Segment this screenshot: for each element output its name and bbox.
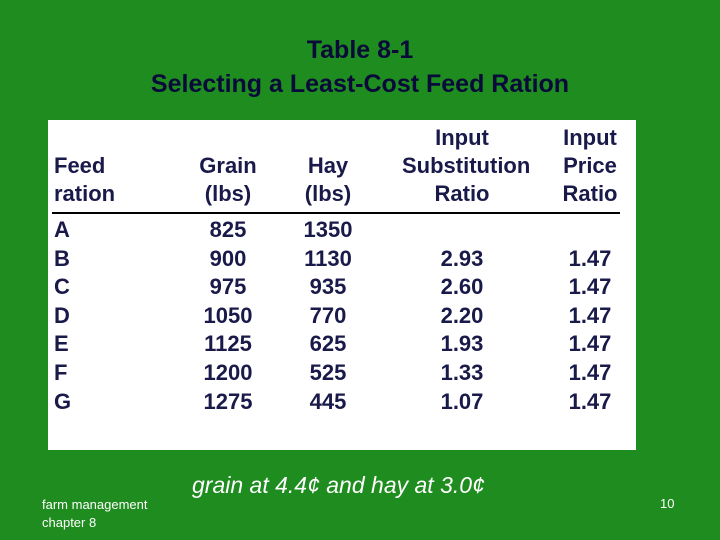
header-cell: ration	[54, 181, 116, 206]
row-label: E	[54, 331, 69, 357]
header-cell: Input	[435, 125, 489, 150]
row-label: F	[54, 360, 68, 385]
header-cell: Feed	[54, 153, 106, 178]
table-cell: 1.47	[568, 331, 612, 357]
table-cell: 525	[309, 360, 347, 385]
header-cell: Grain	[199, 153, 257, 178]
table-cell: 770	[309, 302, 347, 328]
table-cell: 1.07	[440, 388, 484, 414]
table-cell: 1130	[304, 245, 352, 271]
course-line: farm management	[42, 497, 148, 512]
header-cell: Ratio	[434, 181, 490, 206]
table-cell: 625	[309, 331, 347, 357]
table-cell: 975	[209, 274, 247, 300]
table-cell: 1200	[203, 360, 253, 385]
table-cell: 1.47	[568, 274, 612, 300]
table-cell: 1050	[203, 302, 253, 328]
title-line: Table 8-1	[306, 36, 414, 64]
course-line: chapter 8	[42, 515, 97, 530]
header-cell: Input	[563, 125, 617, 150]
table-cell: 1.47	[568, 360, 612, 385]
page-number: 10	[660, 496, 675, 511]
table-cell: 1125	[204, 331, 252, 357]
row-label: G	[54, 388, 72, 414]
header-cell: Ratio	[562, 181, 618, 206]
table-cell: 1275	[203, 388, 253, 414]
table-cell: 825	[209, 217, 247, 242]
title-line: Selecting a Least-Cost Feed Ration	[150, 70, 570, 98]
row-label: B	[54, 245, 70, 271]
row-label: C	[54, 274, 70, 300]
row-label: A	[54, 217, 70, 242]
table-cell: 1.47	[568, 245, 612, 271]
table-cell: 1.93	[440, 331, 484, 357]
header-cell: Substitution	[402, 153, 531, 178]
table-cell: 1350	[303, 217, 353, 242]
table: Feed ration Grain (lbs) Hay (lbs) Input Substit…	[48, 120, 636, 450]
table-cell: 1.33	[440, 360, 484, 385]
header-cell: Price	[563, 153, 617, 178]
header-cell: Hay	[307, 153, 349, 178]
table-cell: 1.47	[568, 302, 612, 328]
table-cell: 1.47	[568, 388, 612, 414]
table-cell: 2.60	[440, 274, 484, 300]
row-label: D	[54, 302, 70, 328]
note: grain at 4.4¢ and hay at 3.0¢	[192, 472, 485, 498]
table-cell: 445	[309, 388, 347, 414]
table-cell: 2.93	[440, 245, 484, 271]
header-rule	[52, 212, 620, 214]
table-cell: 2.20	[440, 302, 484, 328]
header-cell: (lbs)	[204, 181, 252, 206]
header-cell: (lbs)	[304, 181, 352, 206]
table-cell: 900	[209, 245, 247, 271]
table-cell: 935	[309, 274, 347, 300]
